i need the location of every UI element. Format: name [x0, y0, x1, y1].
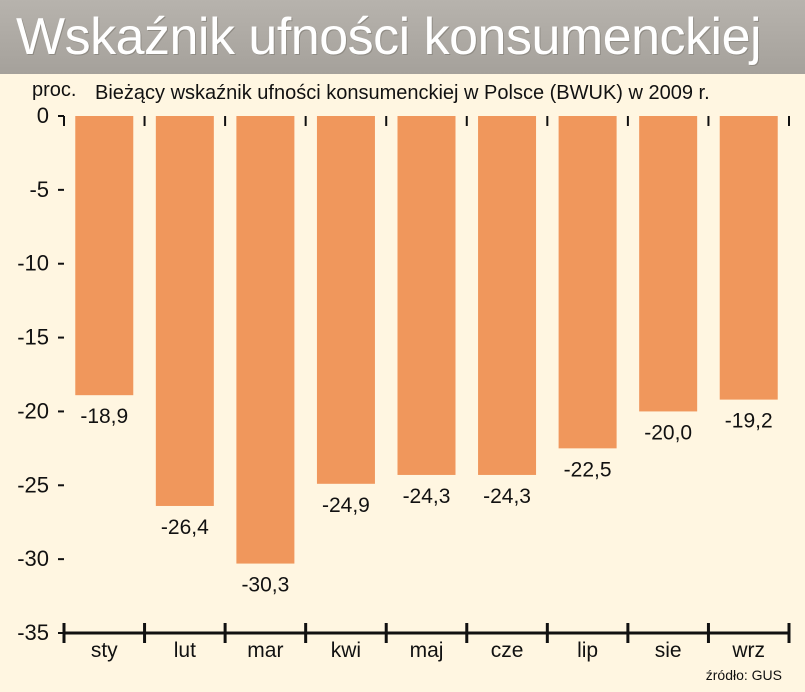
bar — [75, 116, 134, 396]
category-label: kwi — [331, 639, 361, 662]
y-tick-label: -5 — [29, 177, 49, 202]
bar — [478, 116, 537, 475]
source-note: źródło: GUS — [706, 667, 782, 683]
bar — [719, 116, 778, 400]
category-label: cze — [491, 639, 524, 662]
title-bar: Wskaźnik ufności konsumenckiej — [0, 0, 805, 74]
y-tick-label: 0 — [37, 103, 49, 128]
bar-value-label: -24,3 — [403, 485, 451, 508]
category-label: wrz — [731, 639, 765, 662]
y-tick-label: -30 — [17, 546, 49, 571]
category-label: sie — [655, 639, 682, 662]
category-label: lut — [174, 639, 196, 662]
category-label: sty — [91, 639, 118, 662]
bar — [639, 116, 698, 412]
chart-title: Wskaźnik ufności konsumenckiej — [16, 8, 762, 66]
category-label: lip — [577, 639, 598, 662]
bar — [558, 116, 617, 449]
x-axis — [62, 116, 791, 643]
bars — [75, 116, 778, 564]
value-labels: -18,9 -26,4 -30,3 -24,9 -24,3 -24,3 -22,5 -20,0… — [80, 405, 772, 596]
y-tick-label: -25 — [17, 472, 49, 497]
bar — [397, 116, 456, 475]
y-tick-label: -15 — [17, 325, 49, 350]
y-tick-label: -10 — [17, 251, 49, 276]
bar-value-label: -30,3 — [241, 574, 289, 597]
bar-value-label: -20,0 — [644, 421, 692, 444]
bar — [236, 116, 295, 564]
y-axis: 0 -5 -10 -15 -20 -25 -30 -35 — [17, 103, 64, 645]
bar-value-label: -22,5 — [564, 458, 612, 481]
chart-subtitle: Bieżący wskaźnik ufności konsumenckiej w… — [95, 82, 710, 104]
bar-value-label: -19,2 — [725, 410, 773, 433]
bar-value-label: -24,3 — [483, 485, 531, 508]
category-label: mar — [247, 639, 283, 662]
y-axis-unit: proc. — [32, 79, 76, 101]
y-tick-label: -35 — [17, 620, 49, 645]
y-tick-label: -20 — [17, 398, 49, 423]
bar-value-label: -18,9 — [80, 405, 128, 428]
category-label: maj — [410, 639, 444, 662]
bar — [155, 116, 214, 506]
bar-value-label: -26,4 — [161, 516, 209, 539]
category-labels: sty lut mar kwi maj cze lip sie wrz — [91, 639, 765, 662]
bar — [316, 116, 375, 484]
bar-value-label: -24,9 — [322, 494, 370, 517]
